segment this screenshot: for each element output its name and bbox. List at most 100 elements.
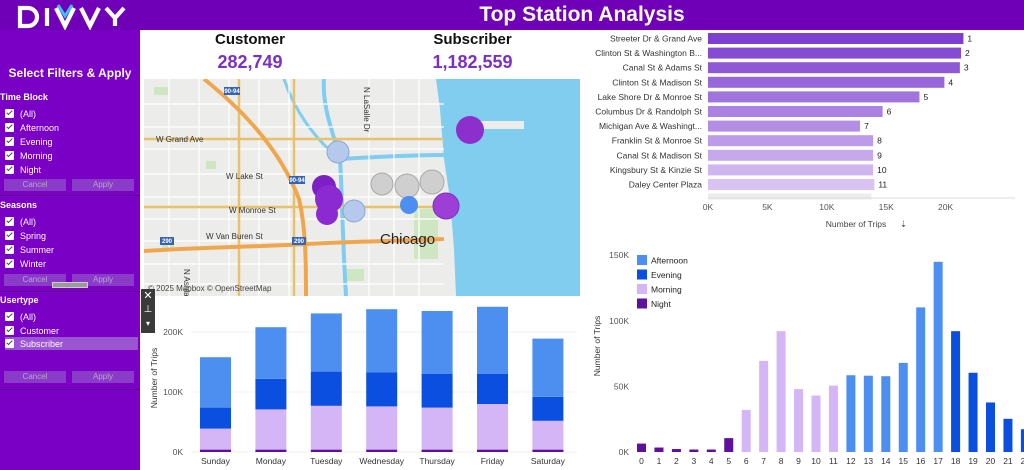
divider (0, 291, 140, 292)
weekday-bar-segment (310, 449, 342, 452)
legend-swatch (637, 284, 647, 294)
resize-handle[interactable] (52, 282, 88, 288)
usertype-option[interactable]: Customer (5, 324, 138, 337)
checkbox-icon (5, 123, 14, 132)
x-tick-label: Sunday (201, 456, 231, 466)
map-controls: ✕ ⊥ ▾ (141, 289, 155, 333)
time-block-option[interactable]: (All) (5, 107, 138, 120)
station-rank-label: 1 (967, 34, 972, 44)
checkbox-icon (5, 217, 14, 226)
x-tick-label: 18 (951, 456, 961, 466)
time-block-cancel-button[interactable]: Cancel (4, 179, 66, 191)
season-option[interactable]: Summer (5, 243, 138, 256)
usertype-apply-button[interactable]: Apply (72, 371, 134, 383)
weekday-bar-segment (366, 406, 398, 450)
station-rank-label: 11 (878, 180, 887, 190)
trips-by-weekday-chart: 0K 100K 200K Number of Trips Sunday Monday Tue… (149, 306, 577, 466)
time-block-option[interactable]: Morning (5, 149, 138, 162)
page-title: Top Station Analysis (479, 3, 685, 26)
usertype-option-highlighted[interactable]: Subscriber (5, 337, 138, 350)
station-label: Kingsbury St & Kinzie St (610, 165, 703, 175)
hour-bar (968, 372, 978, 452)
station-bar-partial (708, 193, 872, 200)
filter-label-usertype: Usertype (0, 295, 39, 305)
pin-icon[interactable]: ⊥ (143, 304, 153, 315)
hour-bar (986, 402, 995, 452)
station-bar (708, 47, 962, 59)
weekday-bar-segment (477, 306, 508, 374)
x-tick-label: 20K (938, 202, 953, 212)
season-option[interactable]: Winter (5, 257, 138, 270)
x-tick-label: 11 (829, 456, 838, 466)
map-street-label: W Van Buren St (206, 232, 264, 241)
y-tick-label: 150K (609, 250, 629, 260)
y-axis-title: Number of Trips (592, 316, 602, 376)
time-block-option[interactable]: Night (5, 163, 138, 176)
weekday-bar-segment (477, 374, 508, 404)
hour-bar (811, 395, 821, 452)
station-label: Canal St & Adams St (623, 63, 703, 73)
kpi-customer-value: 282,749 (217, 52, 283, 72)
map-highway-label: 90-94 (289, 178, 305, 184)
station-label: Michigan Ave & Washingt... (599, 121, 702, 131)
hour-bar (689, 449, 699, 452)
weekday-bar-segment (532, 420, 564, 450)
weekday-bar-segment (310, 405, 342, 450)
usertype-option[interactable]: (All) (5, 310, 138, 323)
legend-label: Morning (651, 285, 682, 295)
time-block-apply-button[interactable]: Apply (72, 179, 134, 191)
divvy-logo (17, 4, 126, 31)
y-tick-label: 0K (173, 447, 184, 457)
close-icon[interactable]: ✕ (143, 290, 153, 302)
usertype-cancel-button[interactable]: Cancel (4, 371, 66, 383)
x-tick-label: Monday (256, 456, 287, 466)
hour-bar (637, 443, 646, 452)
map-street-label: W Grand Ave (156, 135, 204, 144)
hour-bar (741, 409, 751, 452)
weekday-bar-segment (255, 378, 287, 410)
season-option[interactable]: (All) (5, 215, 138, 228)
map-city-label: Chicago (380, 231, 435, 248)
station-rank-label: 7 (864, 121, 869, 131)
hour-bar (828, 385, 838, 452)
station-bar (708, 164, 874, 176)
map-highway-label: 90-94 (224, 89, 240, 95)
station-rank-label: 8 (877, 136, 882, 146)
checkbox-icon (5, 245, 14, 254)
weekday-bar-segment (532, 338, 564, 397)
dropdown-icon[interactable]: ▾ (145, 319, 150, 328)
hour-bar (846, 375, 856, 452)
station-bar (708, 120, 861, 132)
x-tick-label: 15 (899, 456, 909, 466)
y-tick-label: 100K (609, 316, 629, 326)
weekday-bar-segment (366, 449, 398, 452)
checkbox-icon (5, 165, 14, 174)
filters-heading: Select Filters & Apply (8, 66, 132, 80)
map-street-label: N LaSalle Dr (362, 87, 371, 133)
time-block-option[interactable]: Evening (5, 135, 138, 148)
weekday-bar-segment (366, 372, 398, 407)
station-bar (708, 33, 964, 44)
x-tick-label: 10 (811, 456, 821, 466)
checkbox-icon (5, 151, 14, 160)
map-attribution: © 2025 Mapbox © OpenStreetMap (148, 284, 272, 293)
x-tick-label: 17 (933, 456, 943, 466)
checkbox-icon (5, 339, 14, 348)
station-rank-label: 10 (877, 165, 887, 175)
x-tick-label: 19 (968, 456, 978, 466)
hour-bar (794, 389, 804, 452)
hour-bar (1020, 429, 1024, 452)
filter-sidebar: Select Filters & Apply Time Block (All) … (0, 30, 140, 470)
weekday-bar-segment (255, 449, 287, 452)
station-label: Canal St & Madison St (616, 150, 702, 160)
y-tick-label: 100K (163, 387, 183, 397)
checkbox-icon (5, 137, 14, 146)
station-map[interactable]: 90-94 90-94 290 290 W Grand Ave W Lake S… (144, 79, 580, 296)
hour-bar (654, 447, 664, 452)
legend-label: Evening (651, 270, 682, 280)
seasons-cancel-button[interactable]: Cancel (4, 274, 66, 286)
season-option[interactable]: Spring (5, 229, 138, 242)
top-stations-chart: Streeter Dr & Grand Ave 1 Clinton St & Was… (595, 33, 1015, 229)
time-block-option[interactable]: Afternoon (5, 121, 138, 134)
